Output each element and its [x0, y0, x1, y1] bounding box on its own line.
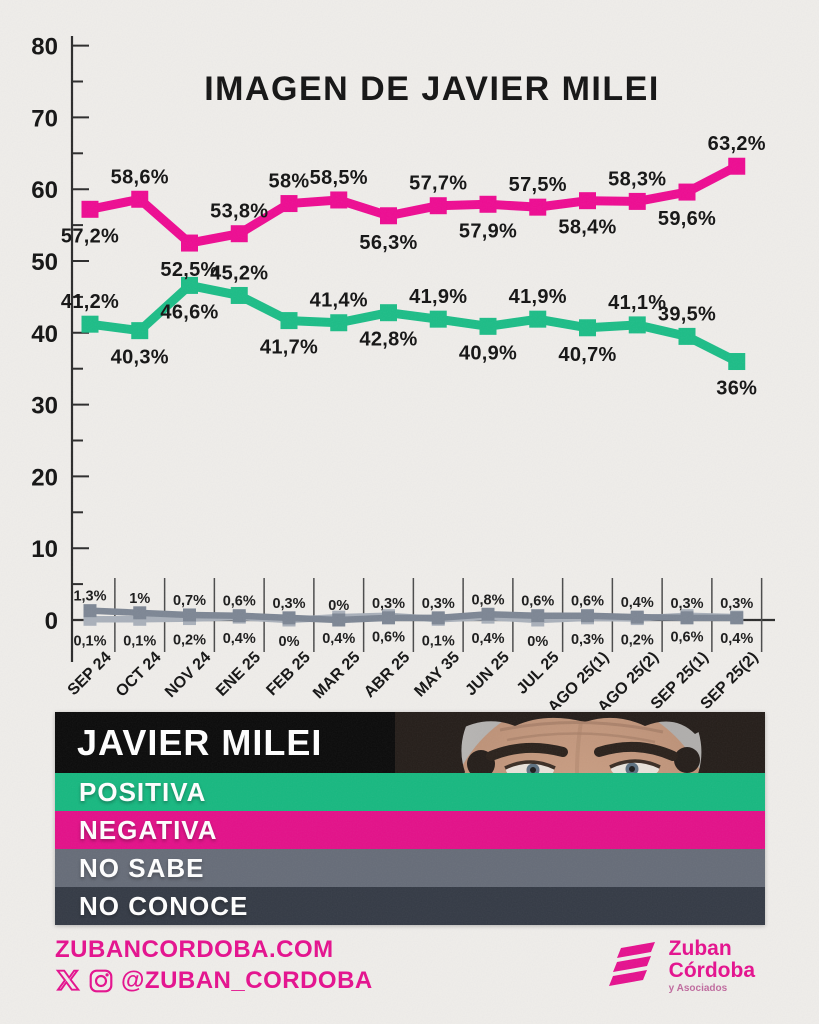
logo-line2: Córdoba — [668, 959, 755, 982]
svg-text:NOV 24: NOV 24 — [162, 649, 214, 701]
zuban-cordoba-logo: Zuban Córdoba y Asociados — [605, 938, 755, 994]
legend-item-negativa: NEGATIVA — [55, 811, 765, 849]
svg-text:0,1%: 0,1% — [422, 633, 455, 649]
zuban-logo-mark — [608, 942, 655, 986]
svg-text:0,6%: 0,6% — [571, 594, 604, 610]
x-icon[interactable] — [55, 968, 81, 994]
svg-text:39,5%: 39,5% — [658, 303, 716, 325]
instagram-icon[interactable] — [88, 968, 114, 994]
svg-text:0,4%: 0,4% — [621, 595, 654, 611]
svg-text:40,7%: 40,7% — [558, 344, 616, 366]
svg-text:0,1%: 0,1% — [123, 633, 156, 649]
svg-text:40: 40 — [31, 321, 58, 348]
svg-text:0,6%: 0,6% — [372, 630, 405, 646]
poll-line-chart: IMAGEN DE JAVIER MILEI 0 10 20 30 40 50 60 70 80 0… — [31, 34, 775, 710]
svg-text:1%: 1% — [129, 591, 150, 607]
svg-text:0: 0 — [45, 608, 58, 635]
svg-text:MAR 25: MAR 25 — [310, 649, 364, 703]
legend-title: JAVIER MILEI — [77, 721, 323, 763]
svg-text:0,8%: 0,8% — [471, 592, 504, 608]
svg-text:42,8%: 42,8% — [359, 329, 417, 351]
social-handle[interactable]: @ZUBAN_CORDOBA — [121, 967, 373, 994]
svg-text:0,1%: 0,1% — [73, 633, 106, 649]
svg-text:40,3%: 40,3% — [111, 347, 169, 369]
legend-item-label: NO SABE — [79, 852, 205, 883]
svg-text:0,3%: 0,3% — [272, 596, 305, 612]
svg-text:IMAGEN DE JAVIER MILEI: IMAGEN DE JAVIER MILEI — [204, 70, 660, 108]
svg-text:30: 30 — [31, 393, 58, 420]
svg-text:20: 20 — [31, 464, 58, 491]
svg-text:0%: 0% — [527, 634, 548, 650]
svg-text:46,6%: 46,6% — [160, 301, 218, 323]
svg-text:36%: 36% — [716, 378, 757, 400]
svg-text:58,5%: 58,5% — [310, 167, 368, 189]
svg-text:0,3%: 0,3% — [422, 596, 455, 612]
svg-text:63,2%: 63,2% — [708, 133, 766, 155]
svg-text:58,4%: 58,4% — [558, 217, 616, 239]
legend-title-bar: JAVIER MILEI — [55, 712, 395, 773]
svg-text:ENE 25: ENE 25 — [213, 649, 264, 700]
svg-text:0%: 0% — [279, 634, 300, 650]
svg-text:0,4%: 0,4% — [720, 631, 753, 647]
legend-item-no-conoce: NO CONOCE — [55, 887, 765, 925]
svg-text:45,2%: 45,2% — [210, 262, 268, 284]
svg-text:FEB 25: FEB 25 — [263, 649, 313, 699]
svg-text:0,3%: 0,3% — [571, 632, 604, 648]
svg-text:58,3%: 58,3% — [608, 168, 666, 190]
legend-item-label: NEGATIVA — [79, 814, 218, 845]
svg-text:40,9%: 40,9% — [459, 342, 517, 364]
legend-item-label: NO CONOCE — [79, 890, 249, 921]
legend-item-no-sabe: NO SABE — [55, 849, 765, 887]
svg-text:0,2%: 0,2% — [173, 633, 206, 649]
svg-text:57,5%: 57,5% — [509, 174, 567, 196]
svg-text:0,6%: 0,6% — [670, 630, 703, 646]
svg-text:0%: 0% — [328, 598, 349, 614]
svg-text:0,4%: 0,4% — [223, 631, 256, 647]
svg-text:58%: 58% — [269, 171, 310, 193]
svg-text:41,2%: 41,2% — [61, 291, 119, 313]
svg-text:1,3%: 1,3% — [73, 589, 106, 605]
svg-text:0,6%: 0,6% — [223, 594, 256, 610]
svg-text:50: 50 — [31, 249, 58, 276]
svg-text:57,2%: 57,2% — [61, 225, 119, 247]
legend-item-positiva: POSITIVA — [55, 773, 765, 811]
svg-text:ABR 25: ABR 25 — [361, 649, 413, 701]
svg-text:80: 80 — [31, 34, 58, 61]
svg-text:56,3%: 56,3% — [359, 232, 417, 254]
svg-text:41,4%: 41,4% — [310, 290, 368, 312]
svg-text:0,3%: 0,3% — [372, 596, 405, 612]
svg-text:MAY 35: MAY 35 — [411, 649, 463, 701]
svg-text:59,6%: 59,6% — [658, 208, 716, 230]
svg-text:57,9%: 57,9% — [459, 220, 517, 242]
svg-text:41,7%: 41,7% — [260, 337, 318, 359]
svg-text:JUN 25: JUN 25 — [462, 649, 512, 699]
svg-text:OCT 24: OCT 24 — [113, 649, 165, 701]
svg-text:0,4%: 0,4% — [471, 631, 504, 647]
svg-text:53,8%: 53,8% — [210, 201, 268, 223]
svg-text:60: 60 — [31, 177, 58, 204]
svg-text:41,9%: 41,9% — [509, 286, 567, 308]
svg-text:0,4%: 0,4% — [322, 631, 355, 647]
svg-text:52,5%: 52,5% — [160, 259, 218, 281]
svg-text:0,2%: 0,2% — [621, 633, 654, 649]
legend-item-label: POSITIVA — [79, 776, 207, 807]
logo-line1: Zuban — [668, 937, 732, 960]
svg-text:70: 70 — [31, 105, 58, 132]
svg-text:58,6%: 58,6% — [111, 166, 169, 188]
footer: ZUBANCORDOBA.COM @ZUBAN_CORDOBA Zuban Có… — [55, 936, 765, 995]
svg-text:0,3%: 0,3% — [670, 596, 703, 612]
legend-block: JAVIER MILEI POSITIVA NEGATIVA NO SABE N… — [55, 712, 765, 925]
svg-text:0,6%: 0,6% — [521, 594, 554, 610]
svg-text:41,9%: 41,9% — [409, 286, 467, 308]
svg-text:10: 10 — [31, 536, 58, 563]
logo-line3: y Asociados — [668, 983, 728, 994]
svg-text:57,7%: 57,7% — [409, 173, 467, 195]
svg-text:0,3%: 0,3% — [720, 596, 753, 612]
svg-text:JUL 25: JUL 25 — [514, 649, 563, 698]
svg-text:0,7%: 0,7% — [173, 593, 206, 609]
